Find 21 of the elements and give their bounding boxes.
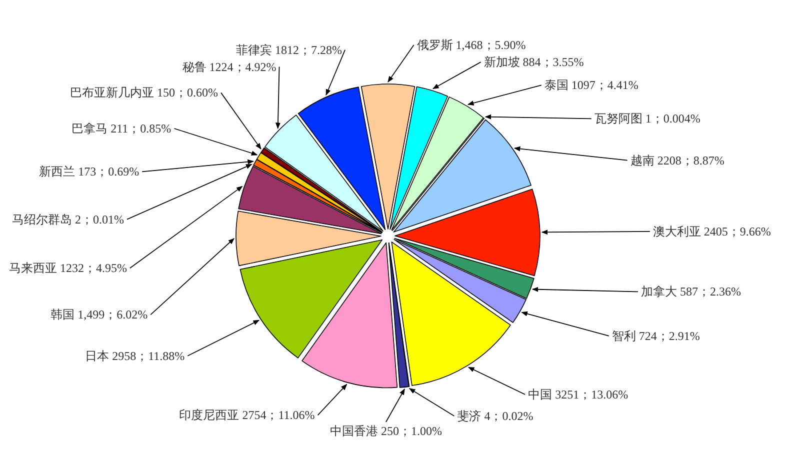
- slice-label: 越南 2208；8.87%: [630, 153, 724, 168]
- slice-label: 日本 2958；11.88%: [85, 348, 185, 363]
- slice-label: 斐济 4；0.02%: [457, 408, 534, 423]
- slice-label: 巴拿马 211；0.85%: [72, 121, 172, 136]
- slice-label: 新加坡 884；3.55%: [484, 55, 584, 70]
- slice-label: 智利 724；2.91%: [612, 328, 700, 343]
- slice-label: 中国 3251；13.06%: [528, 388, 628, 402]
- slice-label: 俄罗斯 1,468；5.90%: [416, 38, 526, 52]
- slice-label: 新西兰 173；0.69%: [39, 164, 140, 179]
- slice-label: 马绍尔群岛 2；0.01%: [12, 212, 124, 226]
- slice-label: 韩国 1,499；6.02%: [50, 308, 148, 322]
- slice-label: 菲律宾 1812；7.28%: [236, 42, 342, 57]
- slice-label: 加拿大 587；2.36%: [640, 284, 741, 299]
- slice-label: 中国香港 250；1.00%: [330, 424, 442, 438]
- slice-label: 巴布亚新几内亚 150；0.60%: [70, 86, 218, 100]
- slice-label: 泰国 1097；4.41%: [544, 78, 638, 92]
- slice-label: 秘鲁 1224；4.92%: [182, 60, 276, 74]
- slice-label: 瓦努阿图 1；0.004%: [594, 112, 700, 126]
- slice-label: 印度尼西亚 2754；11.06%: [179, 408, 315, 422]
- slice-label: 马来西亚 1232；4.95%: [8, 261, 127, 276]
- slice-label: 澳大利亚 2405；9.66%: [652, 224, 771, 238]
